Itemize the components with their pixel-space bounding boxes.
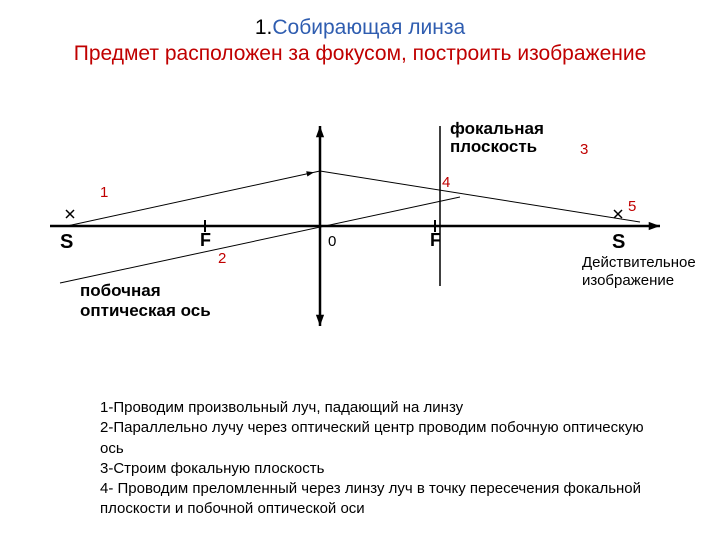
step-line-2: 2-Параллельно лучу через оптический цент…: [100, 418, 660, 459]
optics-diagram: фокальнаяплоскость побочнаяоптическая ось…: [0, 66, 720, 346]
svg-text:0: 0: [328, 233, 336, 250]
steps-block: 1-Проводим произвольный луч, падающий на…: [100, 398, 660, 520]
svg-text:S: S: [612, 231, 625, 253]
svg-text:побочная: побочная: [80, 281, 161, 300]
real-image-note: Действительное изображение: [582, 254, 702, 290]
ray-number-5: 5: [628, 198, 636, 215]
ray-number-3: 3: [580, 141, 588, 158]
svg-text:F: F: [200, 230, 211, 250]
svg-text:фокальная: фокальная: [450, 119, 544, 138]
svg-text:F: F: [430, 230, 441, 250]
title-main: Собирающая линза: [272, 16, 465, 39]
step-line-1: 1-Проводим произвольный луч, падающий на…: [100, 398, 660, 418]
step-line-3: 3-Строим фокальную плоскость: [100, 459, 660, 479]
ray-number-1: 1: [100, 184, 108, 201]
svg-text:плоскость: плоскость: [450, 137, 537, 156]
svg-text:оптическая ось: оптическая ось: [80, 301, 211, 320]
ray-number-4: 4: [442, 174, 450, 191]
title-line-2: Предмет расположен за фокусом, построить…: [0, 42, 720, 66]
title-prefix: 1.: [255, 16, 273, 39]
svg-text:S: S: [60, 231, 73, 253]
step-line-4: 4- Проводим преломленный через линзу луч…: [100, 479, 660, 499]
title-line-1: 1.Собирающая линза: [0, 16, 720, 40]
ray-number-2: 2: [218, 250, 226, 267]
step-line-5: плоскости и побочной оптической оси: [100, 499, 660, 519]
diagram-svg: фокальнаяплоскость побочнаяоптическая ось…: [0, 66, 720, 346]
